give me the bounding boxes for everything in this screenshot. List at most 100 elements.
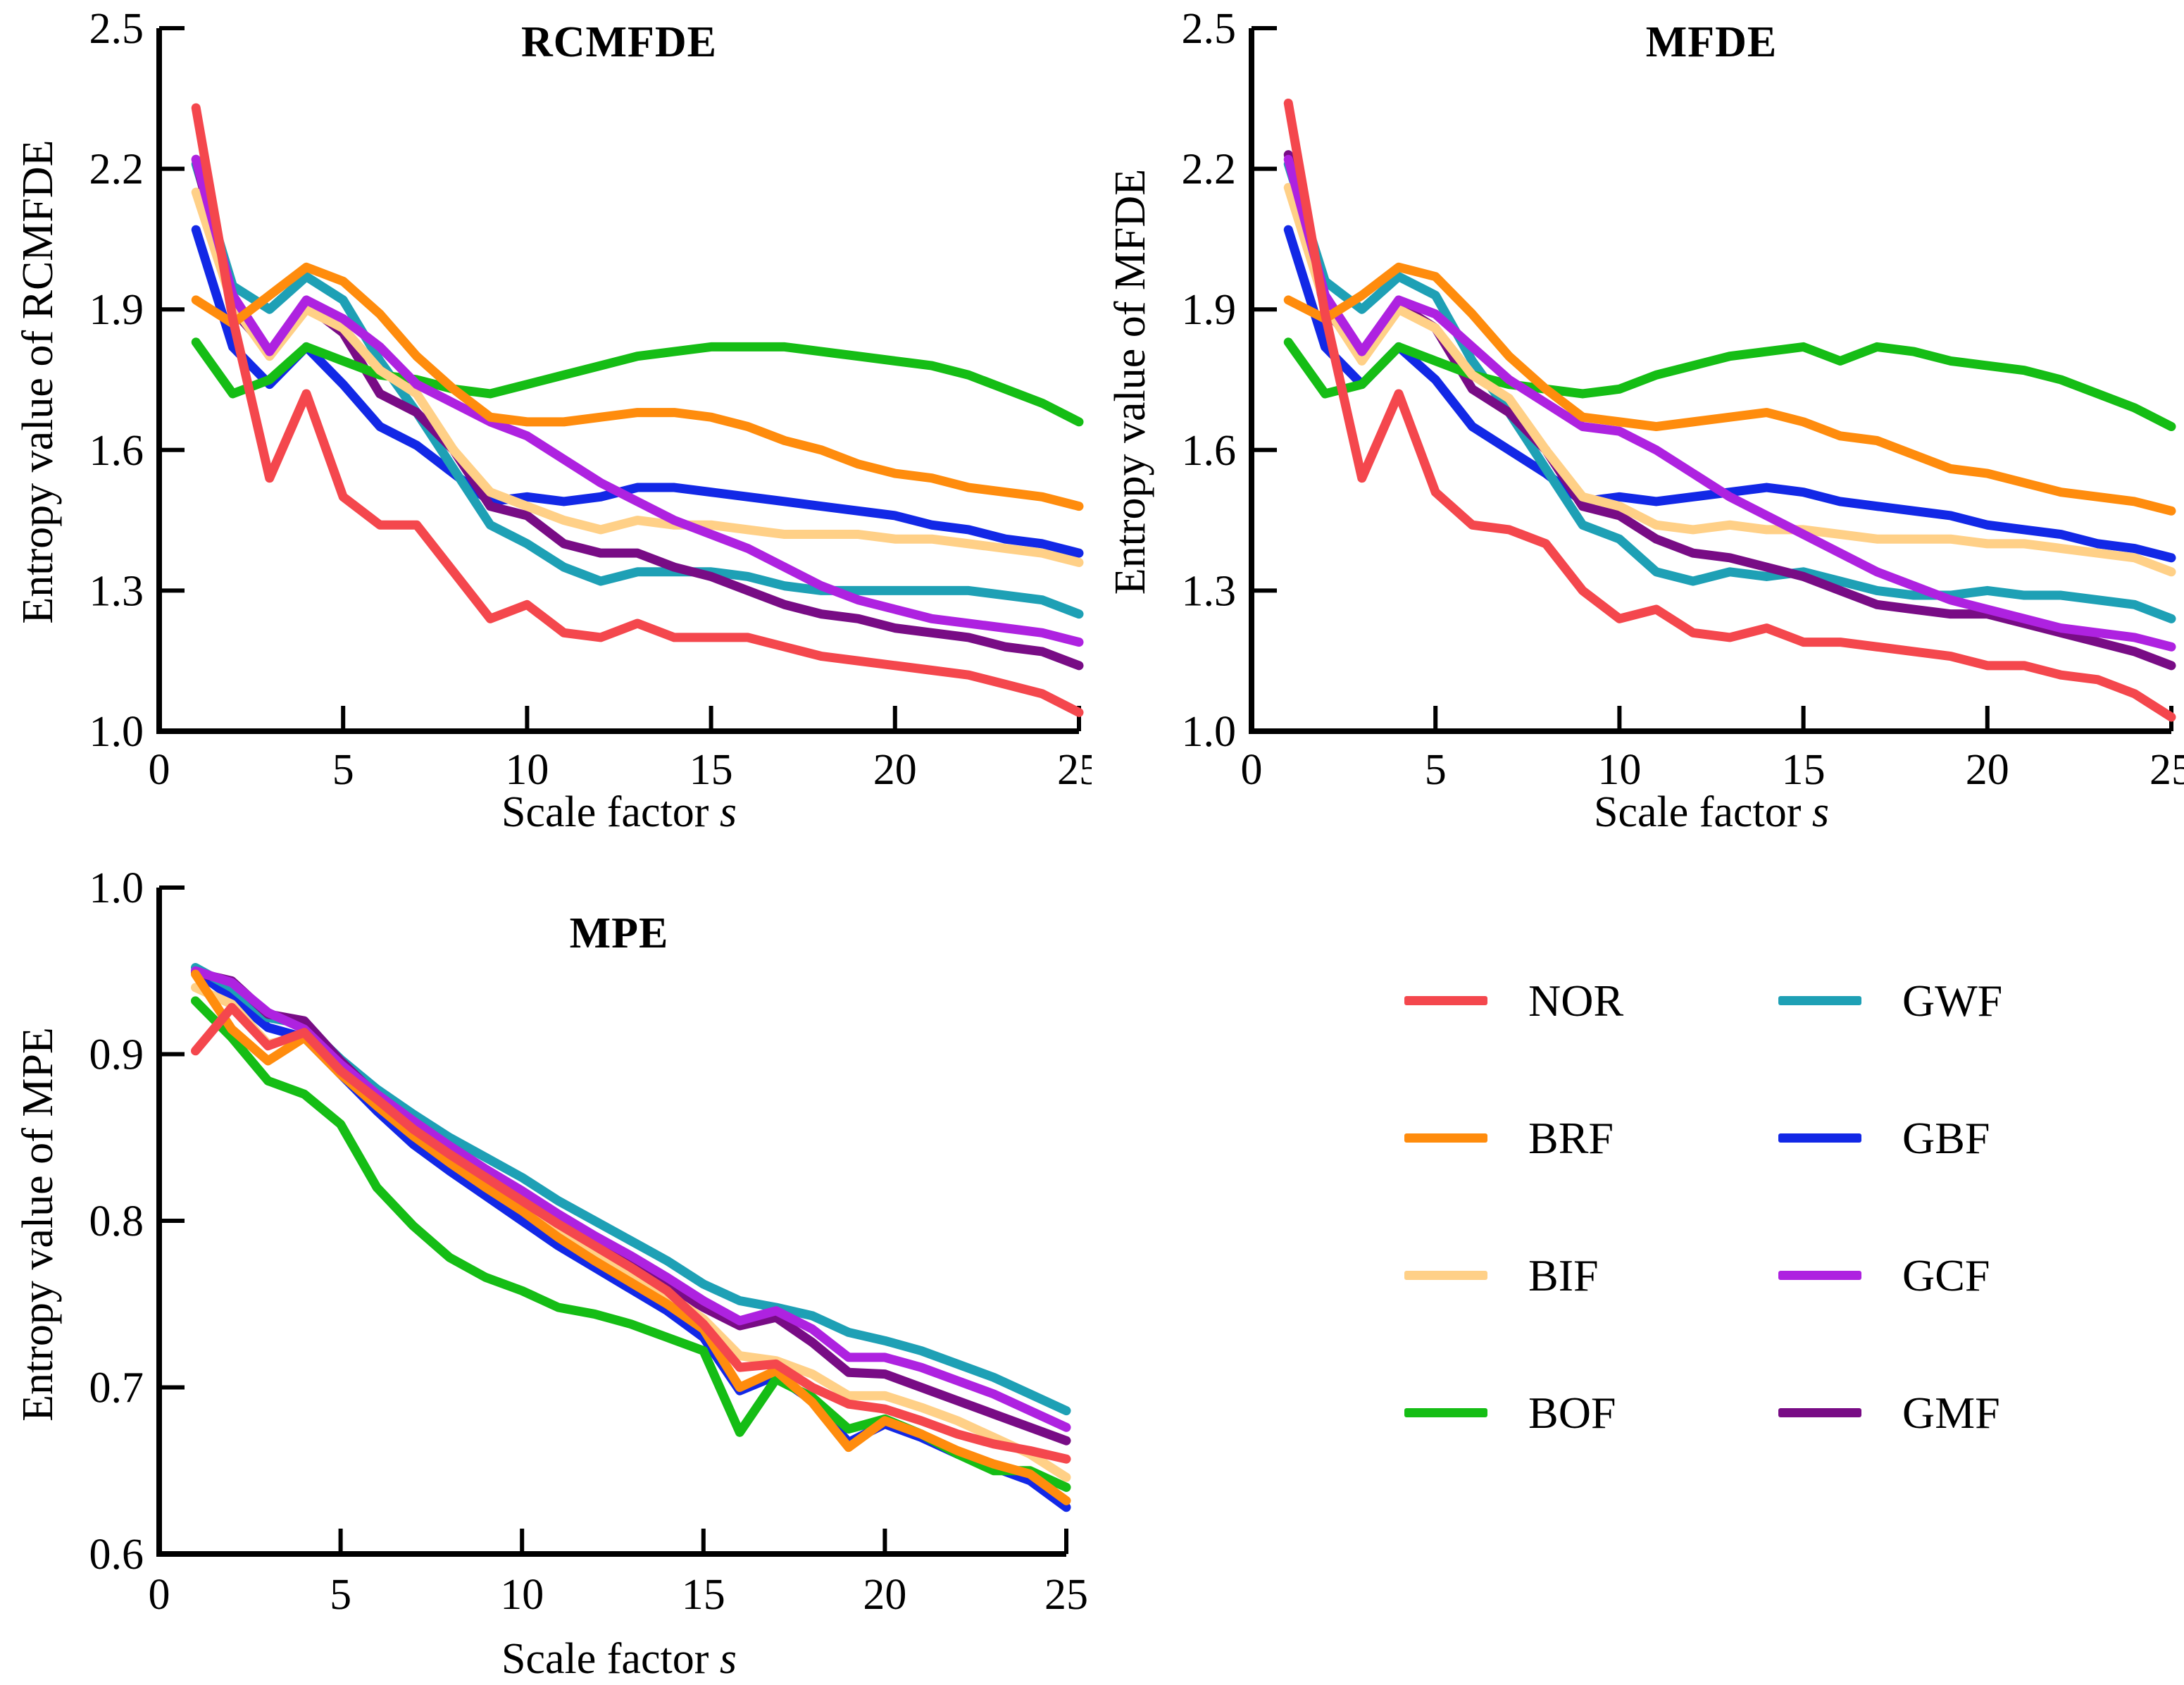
x-axis-label-variable: s [719,1635,737,1683]
x-tick-label: 0 [149,1571,170,1619]
y-tick-label: 1.3 [89,567,144,615]
series-line-bof [1283,337,2176,432]
legend-swatch-gcf [1778,1271,1861,1280]
y-tick-label: 0.9 [89,1031,144,1079]
legend-item-gcf: GCF [1778,1207,2002,1344]
legend-column-2: GWF GBF GCF GMF [1778,932,2002,1481]
y-tick-label: 2.5 [1182,5,1237,53]
legend-label-gbf: GBF [1902,1112,1990,1163]
mpe-plot: 0.6 0.7 0.8 0.9 1.0 0 5 10 15 20 25 [89,864,1089,1619]
x-axis-label-text: Scale factor [501,1635,709,1683]
y-tick-label: 2.2 [89,146,144,194]
y-tick-label: 0.8 [89,1198,144,1245]
legend-swatch-bof [1404,1408,1487,1417]
x-axis-label-variable: s [719,788,737,836]
x-axis-label-text: Scale factor [501,788,709,836]
series-line-gmf [1283,150,2176,671]
chart-mfde: 1.0 1.3 1.6 1.9 2.2 2.5 0 5 10 15 20 25 MFDE Entrop… [1092,0,2184,842]
series-line-gbf [191,225,1084,558]
y-tick-label: 1.6 [89,427,144,475]
y-axis-label-mpe: Entropy value of MPE [14,1027,62,1422]
legend-swatch-bif [1404,1271,1487,1280]
legend: NOR BRF BIF BOF GWF GBF GCF GMF [1092,842,2184,1685]
x-tick-label: 0 [149,746,170,794]
x-tick-label: 25 [2149,746,2184,794]
y-tick-label: 0.6 [89,1531,144,1579]
legend-label-bof: BOF [1528,1387,1616,1438]
x-tick-label: 15 [689,746,733,794]
series-line-nor [191,103,1084,717]
x-tick-label: 20 [863,1571,906,1619]
legend-label-bif: BIF [1528,1250,1599,1300]
legend-swatch-gwf [1778,996,1861,1005]
series-line-brf [1283,262,2176,516]
x-axis-label-variable: s [1811,788,1829,836]
legend-item-gmf: GMF [1778,1344,2002,1481]
x-tick-label: 5 [332,746,354,794]
axes [156,888,1066,1557]
x-tick-label: 25 [1057,746,1092,794]
y-tick-label: 1.0 [89,864,144,912]
x-tick-label: 10 [1597,746,1641,794]
chart-mpe: 0.6 0.7 0.8 0.9 1.0 0 5 10 15 20 25 MPE Entropy va… [0,842,1092,1685]
x-tick-label: 15 [682,1571,725,1619]
rcmfde-plot: 1.0 1.3 1.6 1.9 2.2 2.5 0 5 10 15 20 25 [89,5,1092,794]
y-tick-label: 1.0 [89,708,144,756]
series-line-gcf [1283,154,2176,652]
series-line-bof [191,337,1084,427]
legend-label-nor: NOR [1528,975,1624,1026]
chart-title-mfde: MFDE [1645,18,1778,66]
y-tick-label: 1.9 [89,286,144,334]
legend-swatch-brf [1404,1133,1487,1143]
legend-item-gwf: GWF [1778,932,2002,1069]
series-line-gcf [191,154,1084,647]
y-tick-label: 1.3 [1182,567,1237,615]
series-line-nor [1283,98,2176,722]
x-axis-label-rcmfde: Scale factor s [159,788,1079,838]
x-axis-label-text: Scale factor [1594,788,1802,836]
series-line-bif [1283,182,2176,577]
x-tick-label: 10 [505,746,549,794]
legend-label-gwf: GWF [1902,975,2003,1026]
x-tick-label: 15 [1782,746,1826,794]
legend-column-1: NOR BRF BIF BOF [1404,932,1623,1481]
y-tick-label: 1.6 [1182,427,1237,475]
y-axis-label-mfde: Entropy value of MFDE [1106,168,1154,595]
legend-item-gbf: GBF [1778,1069,2002,1207]
x-tick-label: 20 [873,746,917,794]
chart-title-mpe: MPE [569,909,669,957]
chart-title-rcmfde: RCMFDE [520,18,718,66]
legend-label-gcf: GCF [1902,1250,1990,1300]
series-line-gcf [191,966,1071,1432]
legend-swatch-gbf [1778,1133,1861,1143]
y-tick-label: 1.9 [1182,286,1237,334]
series-line-nor [191,1002,1071,1464]
legend-item-nor: NOR [1404,932,1623,1069]
legend-item-bof: BOF [1404,1344,1623,1481]
series-line-gwf [1283,159,2176,623]
x-tick-label: 0 [1241,746,1263,794]
y-tick-label: 2.2 [1182,146,1237,194]
y-tick-label: 0.7 [89,1364,144,1412]
series-line-brf [191,262,1084,511]
x-tick-label: 25 [1044,1571,1088,1619]
x-axis-label-mpe: Scale factor s [159,1634,1079,1684]
legend-item-bif: BIF [1404,1207,1623,1344]
chart-rcmfde: 1.0 1.3 1.6 1.9 2.2 2.5 0 5 10 15 20 25 RCMFDE Entr… [0,0,1092,842]
legend-swatch-nor [1404,996,1487,1005]
series-line-bif [191,187,1084,567]
x-tick-label: 5 [330,1571,351,1619]
y-axis-label-rcmfde: Entropy value of RCMFDE [14,139,62,624]
y-tick-label: 1.0 [1182,708,1237,756]
legend-item-brf: BRF [1404,1069,1623,1207]
legend-label-brf: BRF [1528,1112,1614,1163]
y-tick-label: 2.5 [89,5,144,53]
legend-swatch-gmf [1778,1408,1861,1417]
mfde-plot: 1.0 1.3 1.6 1.9 2.2 2.5 0 5 10 15 20 25 [1182,5,2184,794]
x-axis-label-mfde: Scale factor s [1252,788,2171,838]
legend-label-gmf: GMF [1902,1387,2000,1438]
x-tick-label: 5 [1425,746,1447,794]
series-line-gwf [191,963,1071,1416]
series-line-gwf [191,159,1084,619]
